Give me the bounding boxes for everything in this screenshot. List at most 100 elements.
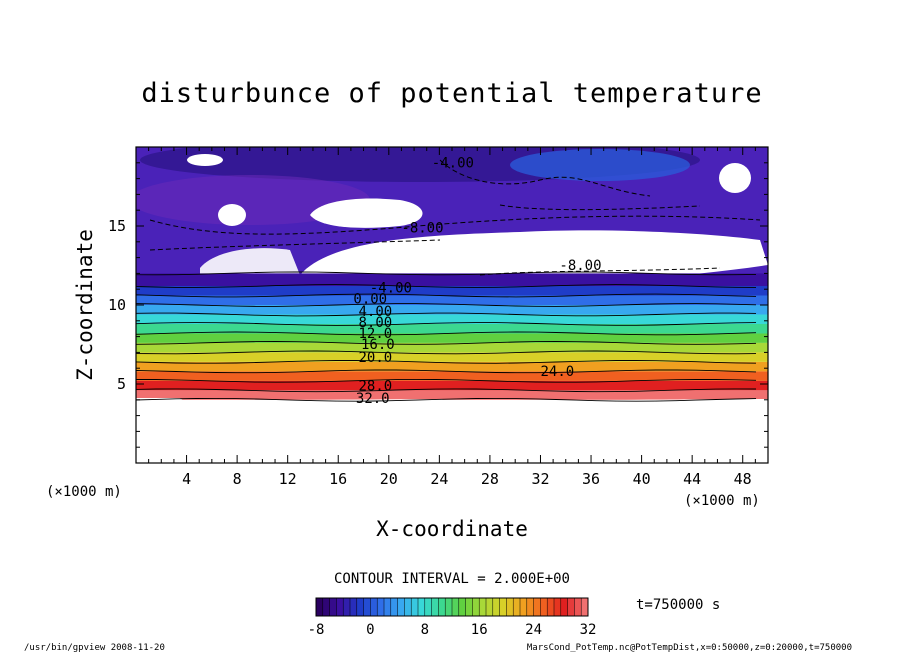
colorbar-cell: [513, 598, 521, 616]
colorbar-tick-label: 8: [421, 622, 429, 638]
footer-right: MarsCond_PotTemp.nc@PotTempDist,x=0:5000…: [527, 643, 852, 653]
contour-label: -4.00: [432, 156, 474, 172]
colorbar-cell: [384, 598, 392, 616]
contour-label: -4.00: [370, 280, 412, 296]
time-text: t=750000 s: [636, 597, 720, 613]
colorbar-cell: [472, 598, 480, 616]
temperature-bands: [136, 273, 768, 400]
colorbar-cell: [458, 598, 467, 616]
colorbar-cell: [574, 598, 582, 616]
colorbar-cell: [390, 598, 399, 616]
x-tick-label: 32: [531, 470, 549, 488]
blank-region-bottom: [136, 398, 768, 463]
contour-label: 28.0: [359, 378, 393, 394]
x-tick-label: 20: [380, 470, 398, 488]
colorbar-cell: [452, 598, 460, 616]
contour-line: [136, 322, 757, 326]
upper-band-purple: [136, 175, 370, 225]
x-tick-label: 48: [734, 470, 752, 488]
contour-line: [136, 331, 757, 336]
contour-dashed-5: [479, 267, 721, 276]
plot-area: -4.00-8.00-8.00-4.000.004.008.0012.016.0…: [136, 147, 768, 463]
temperature-band: [136, 371, 768, 381]
contour-dashed-2: [149, 239, 441, 251]
contour-line: [136, 293, 757, 298]
colorbar-tick-label: 0: [366, 622, 374, 638]
contour-line: [136, 388, 757, 393]
contour-label: 8.00: [359, 315, 393, 331]
contour-line: [136, 271, 757, 276]
contour-label: 20.0: [359, 350, 393, 366]
x-tick-label: 8: [233, 470, 242, 488]
temperature-band: [136, 390, 768, 400]
y-tick-label: 5: [117, 375, 126, 393]
y-axis-ticks: 5 10 15: [108, 146, 768, 464]
colorbar-cell: [526, 598, 535, 616]
x-unit-left: (×1000 m): [46, 484, 122, 500]
contour-label: 32.0: [356, 391, 390, 407]
blank-region-left-fringe: [200, 248, 300, 275]
contour-line: [136, 341, 757, 345]
contour-dashed-4: [499, 204, 701, 211]
colorbar-tick-label: 32: [580, 622, 597, 638]
x-tick-label: 36: [582, 470, 600, 488]
contour-label: -8.00: [401, 220, 443, 236]
contour-line: [136, 284, 757, 288]
contour-interval-text: CONTOUR INTERVAL = 2.000E+00: [334, 571, 570, 587]
colorbar-cell: [329, 598, 337, 616]
colorbar-cell: [554, 598, 562, 616]
contour-label: 16.0: [361, 337, 395, 353]
temperature-band: [136, 305, 768, 315]
colorbar-cell: [418, 598, 426, 616]
colorbar-tick-label: 24: [525, 622, 542, 638]
blank-region-main: [300, 230, 768, 283]
contour-dashed-3: [439, 159, 651, 197]
colorbar-cell: [377, 598, 385, 616]
colorbar-cell: [445, 598, 453, 616]
contour-dashed-1: [149, 215, 761, 235]
colorbar-cell: [506, 598, 514, 616]
colorbar-cell: [540, 598, 548, 616]
x-axis-ticks: 4 8 12 16 20 24 28 32 36 40 44 48: [135, 147, 769, 488]
blank-region-topright: [719, 163, 751, 193]
temperature-band: [136, 380, 768, 391]
colorbar-cell: [370, 598, 378, 616]
temperature-band: [136, 273, 768, 286]
contour-line: [136, 397, 757, 402]
colorbar-cell: [547, 598, 555, 616]
colorbar-cell: [397, 598, 405, 616]
contour-line: [136, 378, 757, 383]
colorbar-cell: [465, 598, 473, 616]
colorbar-cell: [438, 598, 446, 616]
contour-line: [136, 360, 757, 364]
y-axis-label: Z-coordinate: [73, 229, 97, 381]
colorbar-cell: [424, 598, 433, 616]
colorbar-cell: [492, 598, 501, 616]
temperature-band: [136, 361, 768, 372]
colorbar-cell: [356, 598, 365, 616]
x-tick-label: 44: [683, 470, 701, 488]
colorbar-tick-label: -8: [308, 622, 325, 638]
upper-band-blue: [510, 149, 690, 181]
contour-line: [136, 303, 757, 307]
temperature-band: [136, 286, 768, 296]
colorbar-cell: [567, 598, 575, 616]
contour-label: 12.0: [359, 326, 393, 342]
blank-region-topleft: [187, 154, 223, 166]
contour-label: 0.00: [353, 291, 387, 307]
x-unit-right: (×1000 m): [684, 493, 760, 509]
temperature-band: [136, 342, 768, 353]
contour-line: [136, 369, 757, 374]
temperature-band: [136, 295, 768, 305]
x-tick-label: 40: [633, 470, 651, 488]
colorbar-cell: [363, 598, 371, 616]
colorbar-cell: [486, 598, 494, 616]
contour-labels: -4.00-8.00-8.00-4.000.004.008.0012.016.0…: [353, 156, 601, 408]
colorbar-cell: [520, 598, 528, 616]
colorbar-cell: [411, 598, 419, 616]
x-tick-label: 24: [430, 470, 448, 488]
temperature-band: [136, 324, 768, 334]
colorbar-tick-label: 16: [471, 622, 488, 638]
